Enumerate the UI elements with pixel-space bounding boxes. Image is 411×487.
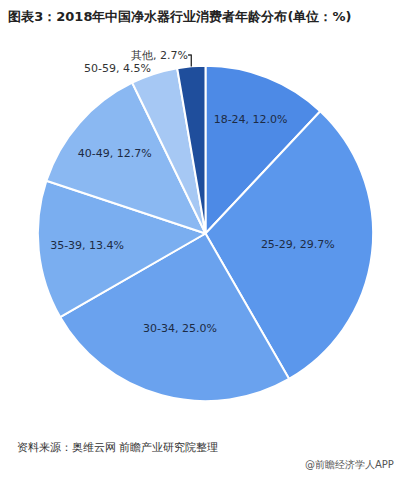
svg-text:18-24, 12.0%: 18-24, 12.0% bbox=[214, 113, 288, 126]
svg-text:35-39, 13.4%: 35-39, 13.4% bbox=[50, 239, 124, 252]
svg-text:50-59, 4.5%: 50-59, 4.5% bbox=[84, 62, 151, 75]
svg-text:30-34, 25.0%: 30-34, 25.0% bbox=[143, 322, 217, 335]
svg-text:图表3：2018年中国净水器行业消费者年龄分布(单位：%): 图表3：2018年中国净水器行业消费者年龄分布(单位：%) bbox=[8, 9, 351, 24]
svg-text:其他, 2.7%: 其他, 2.7% bbox=[131, 49, 188, 62]
svg-text:资料来源：奥维云网 前瞻产业研究院整理: 资料来源：奥维云网 前瞻产业研究院整理 bbox=[17, 441, 219, 454]
svg-text:25-29, 29.7%: 25-29, 29.7% bbox=[261, 238, 335, 251]
svg-text:40-49, 12.7%: 40-49, 12.7% bbox=[78, 147, 152, 160]
svg-text:@前瞻经济学人APP: @前瞻经济学人APP bbox=[305, 459, 394, 470]
